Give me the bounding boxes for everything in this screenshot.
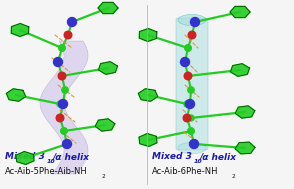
Circle shape — [192, 19, 198, 25]
Circle shape — [62, 87, 68, 93]
Text: Mixed 3: Mixed 3 — [5, 152, 45, 161]
Circle shape — [188, 115, 194, 121]
Circle shape — [185, 73, 191, 79]
Circle shape — [188, 128, 194, 134]
Polygon shape — [6, 89, 26, 101]
Polygon shape — [235, 106, 255, 118]
Polygon shape — [40, 41, 88, 174]
Polygon shape — [235, 142, 255, 154]
Circle shape — [59, 45, 65, 51]
Text: /α helix: /α helix — [200, 152, 237, 161]
Circle shape — [188, 87, 194, 93]
Circle shape — [61, 128, 67, 134]
Circle shape — [188, 128, 194, 134]
Text: Mixed 3: Mixed 3 — [152, 152, 192, 161]
Circle shape — [188, 31, 196, 39]
Polygon shape — [230, 64, 250, 76]
Polygon shape — [98, 62, 118, 74]
Circle shape — [54, 57, 63, 67]
Circle shape — [190, 139, 198, 149]
Circle shape — [185, 45, 191, 51]
Circle shape — [68, 18, 76, 26]
Circle shape — [191, 141, 197, 147]
Circle shape — [63, 139, 71, 149]
Circle shape — [64, 31, 72, 39]
Circle shape — [184, 101, 190, 107]
Polygon shape — [139, 133, 157, 146]
Polygon shape — [95, 119, 115, 131]
Text: Ac-Aib-6Phe-NH: Ac-Aib-6Phe-NH — [152, 167, 218, 176]
Circle shape — [64, 141, 70, 147]
Text: 10: 10 — [47, 159, 56, 164]
Text: 10: 10 — [194, 159, 203, 164]
Circle shape — [181, 57, 190, 67]
Polygon shape — [11, 23, 29, 36]
Text: 2: 2 — [102, 174, 106, 179]
Polygon shape — [138, 89, 158, 101]
Circle shape — [186, 99, 195, 108]
Circle shape — [185, 45, 191, 51]
Circle shape — [184, 72, 192, 80]
Circle shape — [58, 72, 66, 80]
Circle shape — [56, 114, 64, 122]
Text: /α helix: /α helix — [53, 152, 90, 161]
Circle shape — [191, 18, 200, 26]
Polygon shape — [98, 2, 118, 14]
Circle shape — [61, 128, 67, 134]
Circle shape — [59, 45, 65, 51]
Text: Ac-Aib-5Phe-Aib-NH: Ac-Aib-5Phe-Aib-NH — [5, 167, 88, 176]
Polygon shape — [230, 6, 250, 18]
Ellipse shape — [178, 142, 206, 154]
FancyBboxPatch shape — [176, 18, 208, 150]
Polygon shape — [16, 152, 34, 164]
Circle shape — [69, 19, 75, 25]
Ellipse shape — [178, 14, 206, 26]
Circle shape — [57, 101, 63, 107]
Circle shape — [59, 99, 68, 108]
Circle shape — [59, 73, 65, 79]
Text: 2: 2 — [232, 174, 236, 179]
Circle shape — [183, 114, 191, 122]
Polygon shape — [139, 29, 157, 42]
